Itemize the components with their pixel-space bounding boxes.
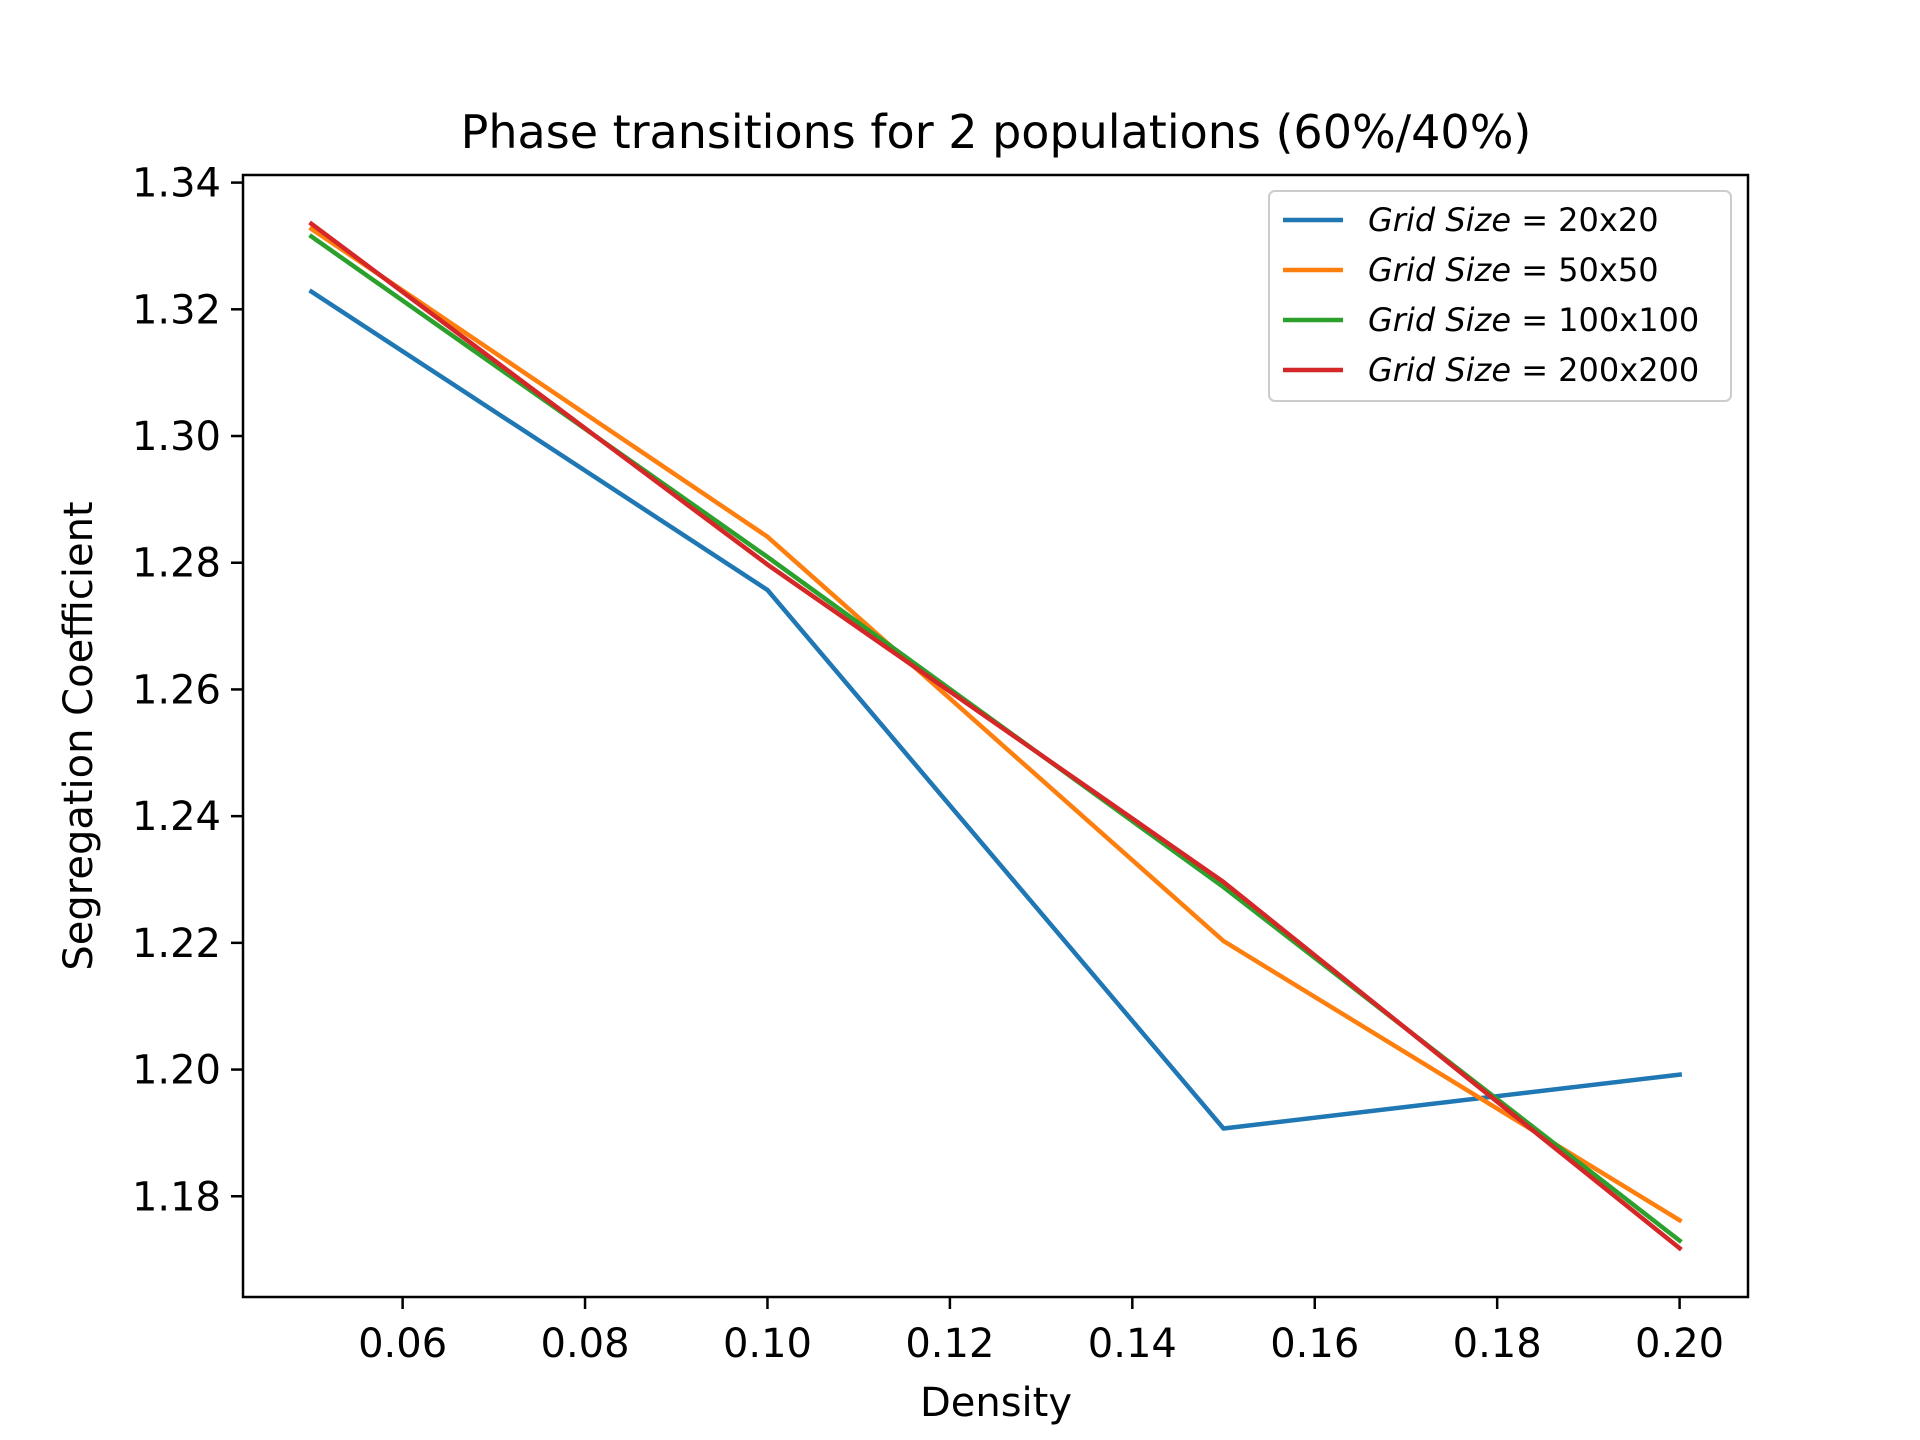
x-tick-label: 0.06 [358,1321,447,1367]
x-tick-label: 0.20 [1635,1321,1724,1367]
x-axis: 0.06 0.08 0.10 0.12 0.14 0.16 0.18 0.20 [358,1297,1724,1367]
x-tick-label: 0.10 [723,1321,812,1367]
y-tick-label: 1.32 [132,287,221,333]
y-axis: 1.18 1.20 1.22 1.24 1.26 1.28 1.30 1.32 1.34 [132,161,243,1220]
axes-frame [241,173,1750,1299]
y-tick-label: 1.20 [132,1048,221,1094]
y-axis-label: Segregation Coefficient [56,501,102,970]
y-tick-label: 1.30 [132,414,221,460]
x-tick-label: 0.12 [905,1321,994,1367]
legend-label: Grid Size = 200x200 [1368,351,1699,389]
series-line-1 [308,225,1683,1224]
series-line-0 [308,288,1683,1131]
y-tick-label: 1.28 [132,541,221,587]
x-axis-label: Density [920,1380,1072,1426]
legend-label: Grid Size = 100x100 [1368,301,1699,339]
x-tick-label: 0.08 [541,1321,630,1367]
legend-label: Grid Size = 50x50 [1368,251,1659,289]
legend-entries: Grid Size = 20x20 Grid Size = 50x50 Grid S… [1283,201,1699,389]
y-tick-label: 1.24 [132,794,221,840]
legend-label: Grid Size = 20x20 [1368,201,1659,239]
legend-box [1268,190,1732,402]
y-tick-label: 1.34 [132,161,221,207]
chart-title: Phase transitions for 2 populations (60%… [461,105,1532,159]
series-layer [308,220,1683,1252]
y-tick-label: 1.26 [132,667,221,713]
x-tick-label: 0.16 [1270,1321,1359,1367]
x-tick-label: 0.14 [1088,1321,1177,1367]
y-tick-label: 1.22 [132,921,221,967]
legend: Grid Size = 20x20 Grid Size = 50x50 Grid S… [1268,190,1732,402]
x-tick-label: 0.18 [1453,1321,1542,1367]
y-tick-label: 1.18 [132,1174,221,1220]
series-line-3 [308,220,1683,1252]
